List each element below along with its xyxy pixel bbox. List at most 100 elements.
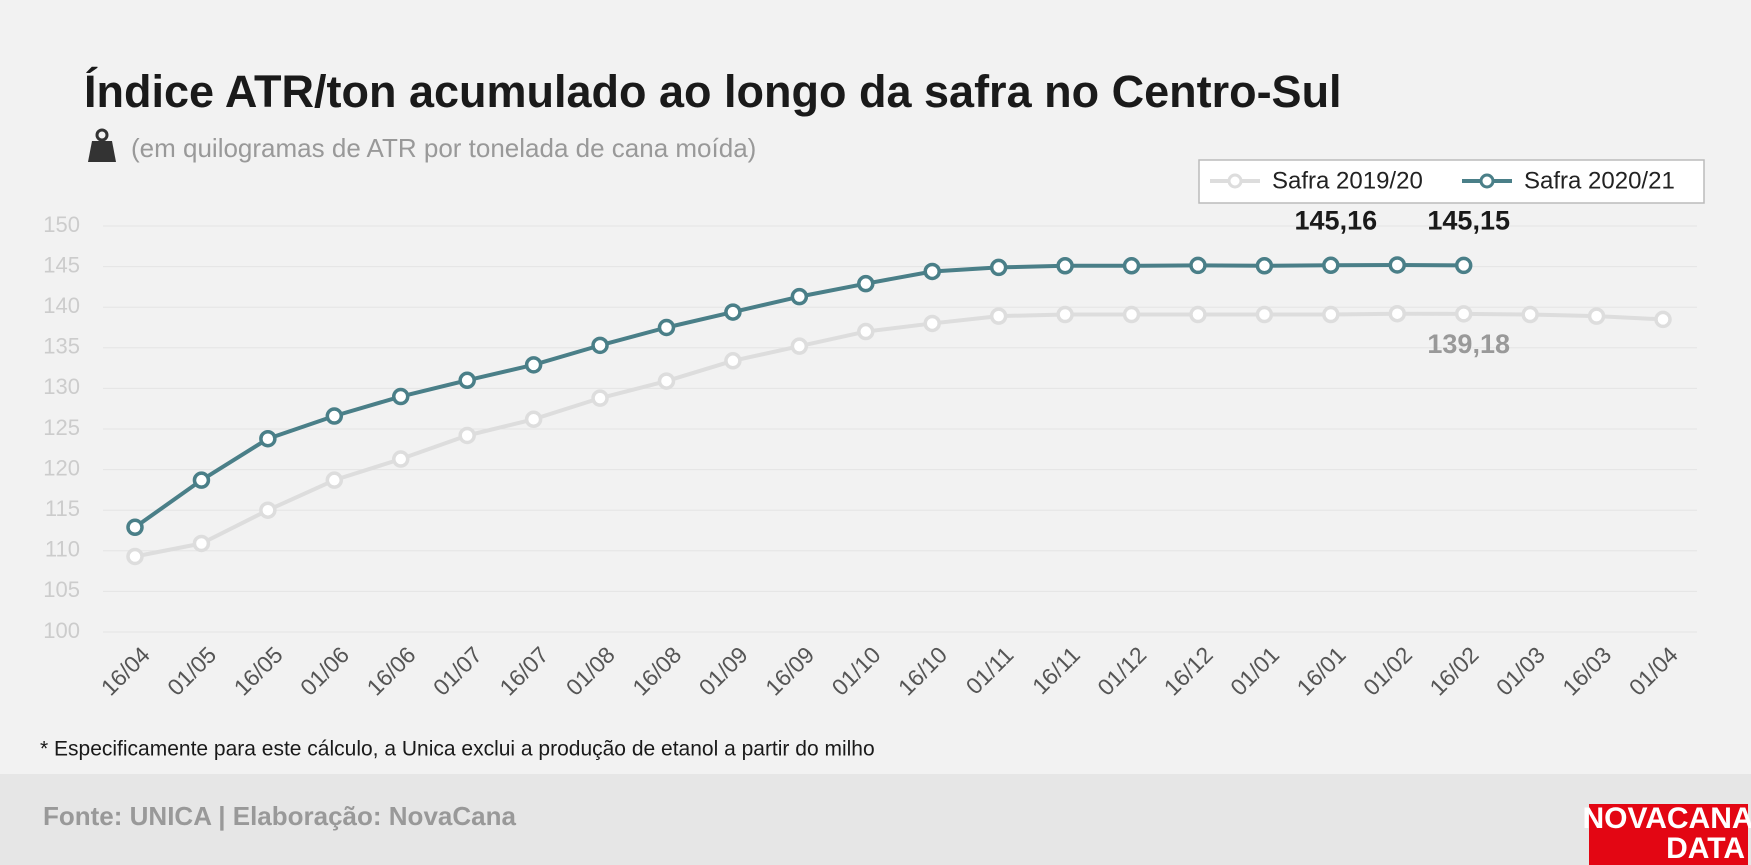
- x-tick-label: 16/10: [893, 641, 952, 700]
- legend-label: Safra 2020/21: [1524, 167, 1675, 194]
- y-tick-label: 130: [43, 374, 80, 399]
- x-tick-label: 16/11: [1027, 641, 1085, 699]
- point: [923, 314, 941, 333]
- point: [790, 337, 809, 355]
- legend-swatch: [1479, 173, 1495, 189]
- point: [1255, 305, 1274, 324]
- x-tick-label: 16/05: [229, 641, 288, 700]
- point: [989, 258, 1008, 277]
- y-tick-label: 145: [43, 252, 80, 277]
- x-tick-label: 01/11: [961, 641, 1019, 699]
- point: [724, 303, 742, 321]
- point: [524, 410, 543, 429]
- point: [1056, 305, 1074, 324]
- point: [657, 318, 676, 337]
- point: [325, 471, 344, 489]
- x-tick-label: 16/03: [1557, 641, 1616, 700]
- point: [989, 307, 1008, 325]
- point: [1322, 256, 1340, 275]
- y-tick-label: 110: [45, 537, 80, 562]
- x-tick-label: 01/01: [1225, 641, 1284, 700]
- y-tick-label: 120: [43, 455, 80, 480]
- x-tick-label: 01/06: [295, 641, 354, 700]
- point: [259, 501, 277, 519]
- x-tick-label: 01/04: [1624, 641, 1683, 700]
- point: [1122, 257, 1141, 275]
- weight-icon: [88, 128, 116, 162]
- x-tick-label: 01/08: [561, 641, 620, 700]
- point: [458, 371, 476, 390]
- point: [1122, 305, 1141, 324]
- x-tick-label: 01/07: [428, 641, 487, 700]
- legend-label: Safra 2019/20: [1272, 167, 1423, 194]
- footnote: * Especificamente para este cálculo, a U…: [40, 738, 875, 761]
- point: [391, 387, 410, 406]
- point: [923, 262, 941, 281]
- y-tick-label: 115: [45, 496, 80, 521]
- logo-text: DATA: [1666, 832, 1745, 865]
- point: [1521, 305, 1539, 324]
- point: [524, 356, 543, 374]
- x-tick-label: 01/09: [694, 641, 753, 700]
- y-tick-label: 140: [43, 293, 80, 318]
- point: [790, 287, 809, 306]
- series-line: [134, 311, 1664, 559]
- logo: [1589, 804, 1748, 865]
- x-tick-label: 16/04: [96, 641, 155, 700]
- point: [1056, 257, 1074, 275]
- value-label: 145,16: [1295, 205, 1378, 235]
- x-tick-label: 01/12: [1092, 641, 1151, 700]
- point: [192, 534, 211, 553]
- footer-band: [0, 774, 1751, 865]
- x-tick-label: 16/07: [494, 641, 553, 700]
- point: [1388, 256, 1407, 274]
- point: [857, 322, 875, 341]
- point: [126, 518, 144, 537]
- x-tick-label: 16/01: [1292, 641, 1351, 700]
- y-tick-label: 100: [43, 618, 80, 643]
- x-tick-label: 16/06: [361, 641, 420, 700]
- x-tick-label: 16/09: [760, 641, 819, 700]
- point: [126, 547, 144, 566]
- point: [724, 352, 742, 370]
- point: [1454, 256, 1473, 275]
- point: [259, 429, 277, 448]
- x-tick-label: 01/10: [827, 641, 886, 700]
- value-label: 145,15: [1427, 206, 1510, 236]
- point: [1388, 304, 1407, 323]
- logo-text: NOVACANA: [1582, 802, 1751, 835]
- point: [1189, 305, 1207, 324]
- legend: Safra 2019/20 Safra 2020/21: [1198, 159, 1705, 204]
- x-tick-label: 16/02: [1424, 641, 1483, 700]
- chart-title: Índice ATR/ton acumulado ao longo da saf…: [84, 66, 1342, 117]
- point: [591, 336, 609, 355]
- point: [1654, 310, 1672, 329]
- point: [391, 450, 410, 468]
- legend-swatch: [1227, 173, 1243, 189]
- point: [591, 389, 609, 407]
- y-tick-label: 135: [43, 334, 80, 359]
- y-tick-label: 105: [43, 577, 80, 602]
- source: Fonte: UNICA | Elaboração: NovaCana: [43, 801, 516, 831]
- point: [1255, 257, 1274, 275]
- x-tick-label: 16/08: [627, 641, 686, 700]
- x-tick-label: 01/05: [162, 641, 221, 700]
- point: [857, 274, 875, 293]
- x-tick-label: 01/02: [1358, 641, 1417, 700]
- point: [1322, 305, 1340, 324]
- y-tick-label: 150: [43, 212, 80, 237]
- legend-box: [1198, 159, 1705, 204]
- value-label: 139,18: [1427, 329, 1510, 359]
- point: [192, 471, 211, 489]
- point: [1454, 305, 1473, 323]
- point: [1587, 307, 1606, 325]
- point: [1189, 256, 1207, 275]
- chart-subtitle: (em quilogramas de ATR por tonelada de c…: [131, 133, 756, 163]
- y-tick-label: 125: [43, 415, 80, 440]
- x-tick-label: 16/12: [1159, 641, 1218, 700]
- point: [325, 407, 344, 425]
- point: [458, 426, 476, 445]
- x-tick-label: 01/03: [1491, 641, 1550, 700]
